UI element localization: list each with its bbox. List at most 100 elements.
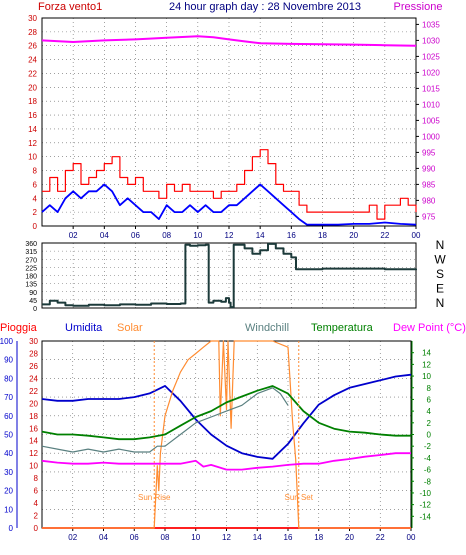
wind-panel-x-tick-label: 10 — [193, 231, 202, 240]
legend-dewpoint: Dew Point (°C) — [393, 322, 466, 334]
direction-axis-tick-label: 225 — [25, 265, 37, 272]
wind-panel-x-tick-label: 14 — [256, 231, 265, 240]
wind-axis-tick-label: 18 — [28, 97, 37, 106]
direction-axis-tick-label: 45 — [29, 298, 37, 305]
pressure-axis-tick-label: 975 — [422, 212, 436, 221]
solar-axis-tick-label: 20 — [29, 399, 38, 408]
solar-axis-tick-label: 6 — [34, 487, 39, 496]
temperature-axis-tick-label: -14 — [419, 512, 431, 521]
climate-panel-x-tick-label: 12 — [222, 533, 231, 542]
wind-axis-tick-label: 10 — [28, 153, 37, 162]
direction-label: N — [436, 296, 445, 310]
wind-axis-tick-label: 20 — [28, 83, 37, 92]
rain-humidity-axis-tick-label: 100 — [0, 337, 14, 346]
climate-panel-x-tick-label: 20 — [345, 533, 354, 542]
solar-line — [42, 340, 411, 529]
pressure-axis-tick-label: 980 — [422, 196, 436, 205]
temperature-axis-tick-label: 0 — [427, 431, 432, 440]
direction-label: S — [436, 267, 444, 281]
rain-humidity-axis-tick-label: 30 — [4, 468, 13, 477]
direction-label: W — [434, 253, 446, 267]
temperature-axis-tick-label: 12 — [422, 360, 431, 369]
solar-axis-tick-label: 22 — [29, 387, 38, 396]
wind-axis-tick-label: 14 — [28, 125, 37, 134]
solar-axis-tick-label: 14 — [29, 437, 38, 446]
rain-humidity-axis-tick-label: 50 — [4, 431, 13, 440]
rain-humidity-axis-tick-label: 10 — [4, 505, 13, 514]
pressure-axis-tick-label: 1000 — [422, 132, 440, 141]
climate-panel-x-tick-label: 14 — [253, 533, 262, 542]
climate-panel-x-tick-label: 18 — [314, 533, 323, 542]
temperature-axis-tick-label: 10 — [422, 372, 431, 381]
header-right-title: Pressione — [394, 1, 443, 13]
wind-panel-x-tick-label: 18 — [318, 231, 327, 240]
pressure-line — [41, 35, 417, 47]
dewpoint-line — [41, 452, 411, 471]
wind-axis-tick-label: 0 — [33, 222, 38, 231]
solar-axis-tick-label: 28 — [29, 349, 38, 358]
legend-rain: Pioggia — [0, 322, 38, 334]
header-center-title: 24 hour graph day : 28 Novembre 2013 — [169, 1, 361, 13]
rain-humidity-axis-tick-label: 0 — [9, 524, 14, 533]
solar-axis-tick-label: 18 — [29, 412, 38, 421]
wind-panel-x-tick-label: 20 — [349, 231, 358, 240]
solar-axis-tick-label: 2 — [34, 512, 39, 521]
pressure-axis-tick-label: 1015 — [422, 84, 440, 93]
wind-axis-tick-label: 30 — [28, 14, 37, 23]
direction-label: E — [436, 282, 444, 296]
temperature-axis-tick-label: -6 — [424, 466, 432, 475]
climate-panel-x-tick-label: 08 — [161, 533, 170, 542]
direction-axis-tick-label: 135 — [25, 282, 37, 289]
legend-windchill: Windchill — [245, 322, 289, 334]
wind-axis-tick-label: 12 — [28, 139, 37, 148]
legend-temperature: Temperatura — [311, 322, 374, 334]
temperature-axis-tick-label: 6 — [427, 395, 432, 404]
climate-panel-x-tick-label: 04 — [99, 533, 108, 542]
climate-panel-x-tick-label: 06 — [130, 533, 139, 542]
solar-axis-tick-label: 16 — [29, 424, 38, 433]
pressure-axis-tick-label: 990 — [422, 164, 436, 173]
humidity-line — [41, 373, 412, 460]
climate-panel-x-tick-label: 16 — [284, 533, 293, 542]
pressure-axis-tick-label: 1035 — [422, 20, 440, 29]
wind-axis-tick-label: 8 — [33, 167, 38, 176]
temperature-axis-tick-label: 4 — [427, 407, 432, 416]
wind-panel-x-tick-label: 08 — [162, 231, 171, 240]
temperature-axis-tick-label: -2 — [424, 442, 432, 451]
direction-axis-tick-label: 0 — [33, 306, 37, 313]
temperature-axis-tick-label: -10 — [419, 489, 431, 498]
direction-axis-tick-label: 180 — [25, 274, 37, 281]
wind-panel-x-tick-label: 16 — [287, 231, 296, 240]
solar-axis-tick-label: 30 — [29, 337, 38, 346]
solar-axis-tick-label: 10 — [29, 462, 38, 471]
climate-panel-x-tick-label: 02 — [68, 533, 77, 542]
pressure-axis-tick-label: 1030 — [422, 36, 440, 45]
temperature-axis-tick-label: -4 — [424, 454, 432, 463]
wind-axis-tick-label: 24 — [28, 56, 37, 65]
wind-gust-line — [42, 149, 417, 220]
rain-humidity-axis-tick-label: 90 — [4, 356, 13, 365]
direction-axis-tick-label: 315 — [25, 249, 37, 256]
solar-axis-tick-label: 26 — [29, 362, 38, 371]
pressure-axis-tick-label: 1010 — [422, 100, 440, 109]
rain-humidity-axis-tick-label: 80 — [4, 374, 13, 383]
pressure-axis-tick-label: 995 — [422, 148, 436, 157]
solar-axis-tick-label: 8 — [34, 474, 39, 483]
climate-panel-x-tick-label: 00 — [407, 533, 416, 542]
rain-humidity-axis-tick-label: 20 — [4, 487, 13, 496]
solar-axis-tick-label: 4 — [34, 499, 39, 508]
wind-axis-tick-label: 22 — [28, 69, 37, 78]
temperature-axis-tick-label: 8 — [427, 384, 432, 393]
sunset-label: Sun Set — [285, 493, 314, 502]
temperature-axis-tick-label: -8 — [424, 477, 432, 486]
direction-line — [42, 242, 417, 309]
temperature-axis-tick-label: 14 — [422, 349, 431, 358]
rain-humidity-axis-tick-label: 40 — [4, 449, 13, 458]
rain-humidity-axis-tick-label: 70 — [4, 393, 13, 402]
windchill-line — [41, 387, 289, 453]
wind-axis-tick-label: 28 — [28, 28, 37, 37]
solar-axis-tick-label: 12 — [29, 449, 38, 458]
header-left-title: Forza vento1 — [38, 1, 102, 13]
rain-humidity-axis-tick-label: 60 — [4, 412, 13, 421]
